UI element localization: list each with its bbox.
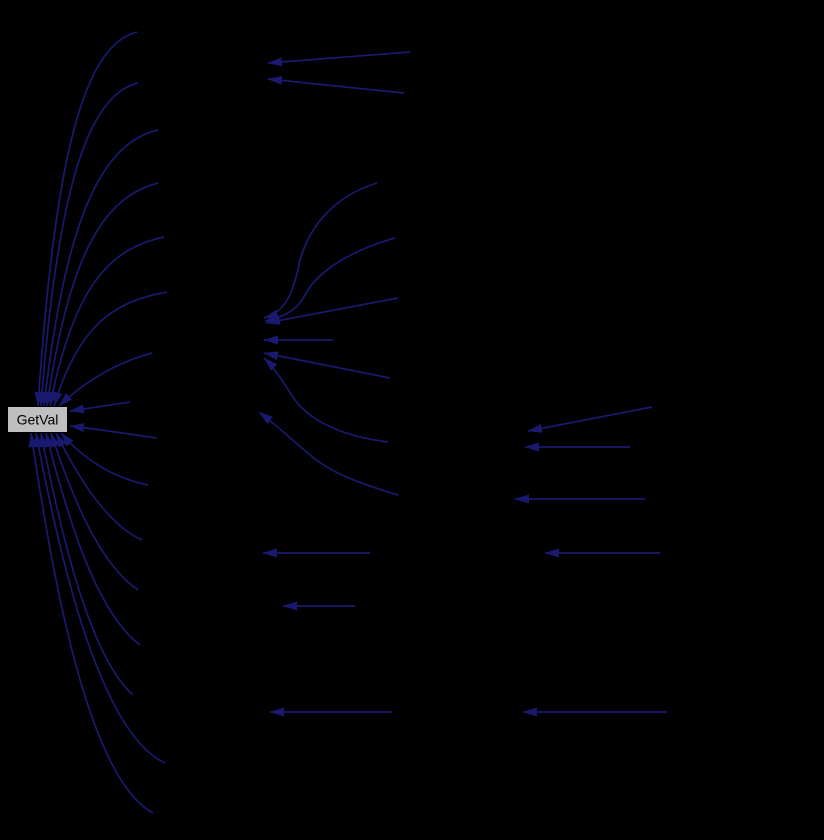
edge-to-getval-top-5 — [48, 236, 165, 407]
edge-to-getval-top-4 — [44, 182, 159, 407]
edge-to-getval-bottom-6 — [34, 432, 166, 764]
edge-mid-top-1 — [267, 51, 411, 67]
edge-mid-cluster-3 — [265, 297, 399, 325]
edge-to-getval-bottom-1 — [60, 432, 149, 486]
edge-to-getval-bottom-2 — [55, 432, 143, 541]
edge-right-col-1 — [527, 406, 653, 433]
getval-node-label: GetVal — [17, 412, 59, 428]
edge-to-getval-right-2 — [69, 423, 158, 439]
edge-mid-cluster-6 — [263, 357, 389, 443]
edges-layer — [28, 31, 667, 814]
edge-to-getval-bottom-3 — [50, 432, 139, 591]
edge-to-getval-top-6 — [53, 291, 168, 407]
edge-mid-cluster-7 — [258, 411, 399, 496]
getval-node-box[interactable] — [7, 406, 68, 433]
edge-to-getval-top-1 — [34, 31, 138, 407]
edge-mid-top-2 — [267, 75, 405, 94]
edge-to-getval-bottom-4 — [45, 432, 141, 646]
edge-to-getval-top-3 — [41, 129, 159, 407]
edge-to-getval-bottom-5 — [39, 432, 134, 696]
edge-mid-cluster-2 — [264, 237, 396, 323]
edge-mid-cluster-5 — [263, 351, 391, 379]
edge-to-getval-top-2 — [37, 82, 139, 407]
edge-to-getval-top-7 — [58, 352, 153, 407]
edge-mid-cluster-1 — [263, 182, 378, 319]
edge-to-getval-bottom-7 — [28, 432, 154, 814]
getval-node[interactable]: GetVal — [7, 406, 68, 433]
edge-to-getval-right-1 — [69, 401, 131, 414]
